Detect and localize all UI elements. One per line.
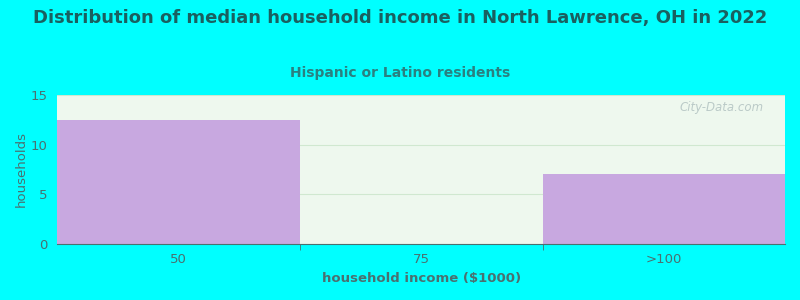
Y-axis label: households: households [15,131,28,207]
Bar [58,120,300,244]
Bar [542,174,785,244]
Text: City-Data.com: City-Data.com [679,101,763,114]
Text: Hispanic or Latino residents: Hispanic or Latino residents [290,66,510,80]
X-axis label: household income ($1000): household income ($1000) [322,272,521,285]
Text: Distribution of median household income in North Lawrence, OH in 2022: Distribution of median household income … [33,9,767,27]
